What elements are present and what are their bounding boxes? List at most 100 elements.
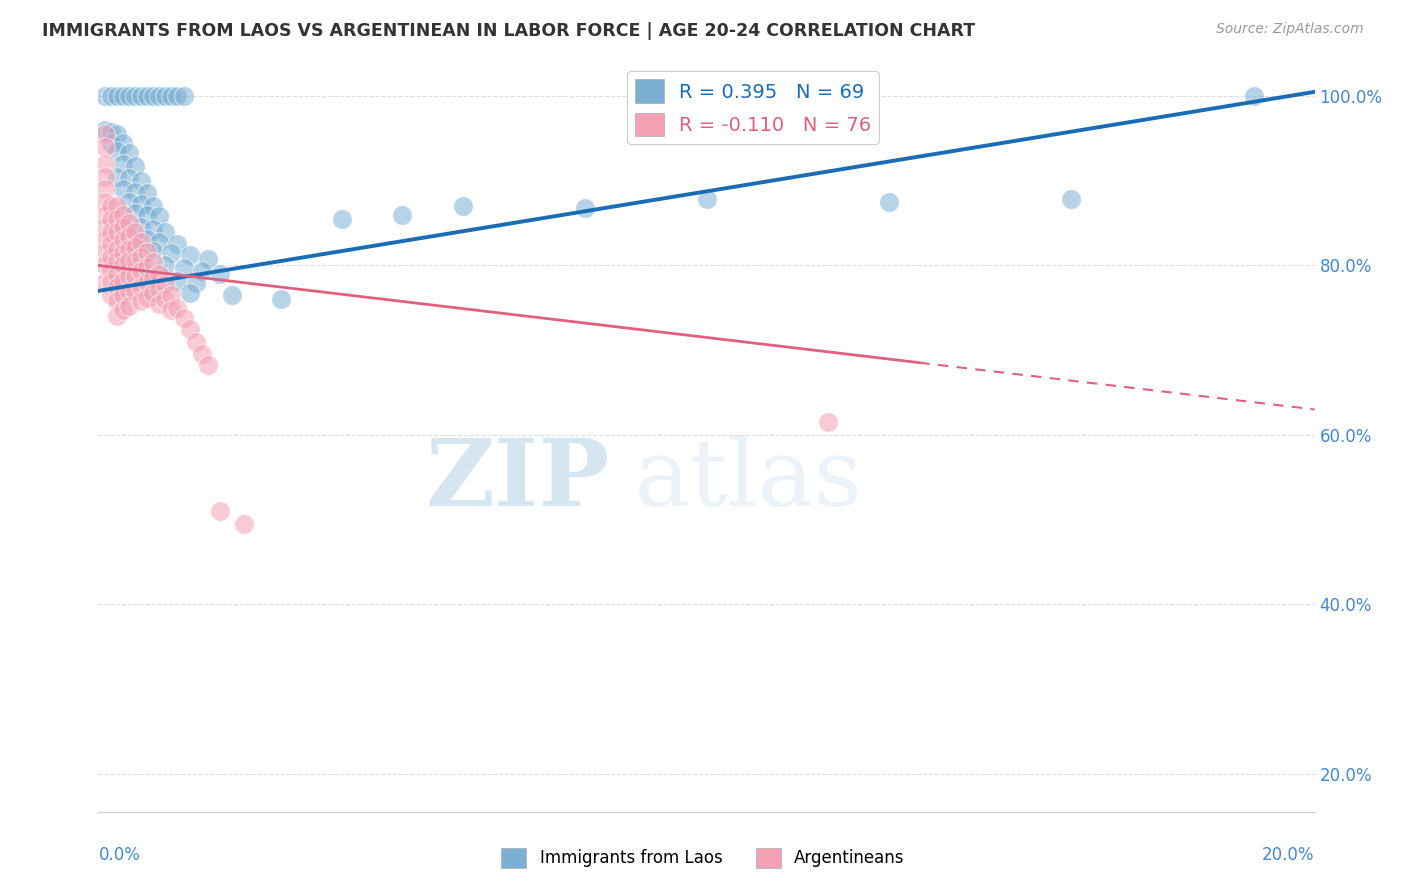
Point (453, 199, 475, 213)
Point (221, 288, 243, 302)
Point (173, 260, 195, 275)
Point (111, 274, 134, 288)
Point (233, 516, 256, 531)
Point (166, 89, 188, 103)
Point (118, 242, 141, 256)
Point (136, 186, 159, 201)
Point (100, 125, 122, 139)
Point (118, 145, 141, 160)
Point (142, 271, 165, 285)
Point (129, 279, 152, 293)
Point (129, 174, 152, 188)
Point (93, 194, 115, 209)
Point (270, 293, 292, 307)
Point (111, 157, 134, 171)
Point (93, 127, 115, 141)
Text: 0.0%: 0.0% (98, 846, 141, 863)
Point (142, 89, 165, 103)
Point (93, 89, 115, 103)
Point (148, 267, 170, 281)
Point (155, 225, 177, 239)
Point (93, 233, 115, 247)
Point (191, 347, 214, 361)
Text: ZIP: ZIP (425, 435, 609, 525)
Point (184, 334, 207, 349)
Point (118, 194, 141, 209)
Point (93, 157, 115, 171)
Point (160, 245, 183, 260)
Point (93, 245, 115, 260)
Point (100, 199, 122, 213)
Text: Source: ZipAtlas.com: Source: ZipAtlas.com (1216, 22, 1364, 37)
Point (118, 89, 141, 103)
Point (155, 293, 177, 307)
Point (160, 89, 183, 103)
Point (105, 225, 128, 239)
Point (155, 259, 177, 273)
Point (100, 211, 122, 226)
Point (100, 288, 122, 302)
Point (124, 284, 146, 298)
Point (142, 284, 165, 298)
Point (696, 193, 718, 207)
Point (191, 263, 214, 277)
Point (160, 302, 183, 317)
Point (142, 199, 165, 213)
Point (93, 169, 115, 184)
Point (136, 232, 159, 246)
Text: IMMIGRANTS FROM LAOS VS ARGENTINEAN IN LABOR FORCE | AGE 20-24 CORRELATION CHART: IMMIGRANTS FROM LAOS VS ARGENTINEAN IN L… (42, 22, 976, 40)
Point (136, 208, 159, 222)
Point (118, 230, 141, 244)
Point (124, 242, 146, 256)
Point (129, 250, 152, 264)
Point (111, 89, 134, 103)
Point (209, 504, 232, 518)
Point (136, 271, 159, 285)
Point (93, 208, 115, 222)
Point (105, 211, 128, 226)
Point (118, 254, 141, 268)
Point (166, 274, 188, 288)
Point (124, 159, 146, 173)
Point (100, 262, 122, 277)
Point (111, 288, 134, 302)
Point (111, 182, 134, 196)
Point (179, 286, 201, 301)
Point (136, 291, 159, 305)
Point (166, 301, 188, 315)
Point (391, 208, 413, 222)
Point (111, 233, 134, 247)
Point (1243, 89, 1265, 103)
Point (148, 282, 170, 296)
Point (105, 279, 128, 293)
Point (105, 242, 128, 256)
Point (148, 89, 170, 103)
Point (1060, 193, 1083, 207)
Point (129, 235, 152, 249)
Point (124, 225, 146, 239)
Point (105, 169, 128, 184)
Point (142, 286, 165, 301)
Point (166, 237, 188, 252)
Point (111, 220, 134, 235)
Point (100, 276, 122, 290)
Point (118, 284, 141, 298)
Point (173, 310, 195, 325)
Point (179, 322, 201, 336)
Point (155, 277, 177, 291)
Point (129, 196, 152, 211)
Point (574, 201, 596, 215)
Point (105, 144, 128, 158)
Text: atlas: atlas (634, 435, 863, 525)
Point (136, 260, 159, 275)
Point (111, 208, 134, 222)
Point (118, 171, 141, 186)
Point (100, 250, 122, 264)
Point (160, 288, 183, 302)
Point (209, 267, 232, 281)
Point (105, 254, 128, 268)
Point (93, 140, 115, 154)
Point (93, 123, 115, 137)
Point (129, 293, 152, 308)
Point (105, 310, 128, 324)
